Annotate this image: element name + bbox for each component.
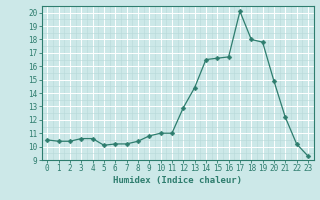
X-axis label: Humidex (Indice chaleur): Humidex (Indice chaleur) <box>113 176 242 185</box>
